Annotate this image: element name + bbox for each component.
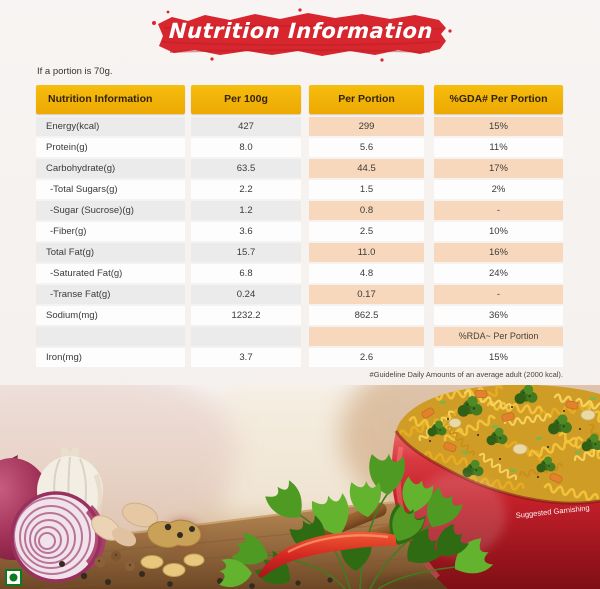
row-value-gda: 17% [434, 159, 563, 178]
table-header-row: Nutrition Information Per 100g Per Porti… [36, 85, 563, 114]
row-value-per_100g: 3.7 [191, 348, 301, 367]
row-label: -Saturated Fat(g) [36, 264, 185, 283]
row-value-per_100g: 1232.2 [191, 306, 301, 325]
row-value-per_portion: 5.6 [309, 138, 424, 157]
row-label: Total Fat(g) [36, 243, 185, 262]
red-onion-half [10, 491, 106, 583]
nutrition-table: Nutrition Information Per 100g Per Porti… [36, 85, 563, 367]
row-value-per_100g: 63.5 [191, 159, 301, 178]
row-value-per_100g: 2.2 [191, 180, 301, 199]
row-value-per_portion: 862.5 [309, 306, 424, 325]
table-row: Sodium(mg) 1232.2 862.5 36% [36, 306, 563, 325]
title-banner: Nutrition Information [150, 8, 452, 64]
veg-dot-icon [9, 573, 18, 582]
row-value-gda: - [434, 201, 563, 220]
noodles [396, 385, 600, 508]
row-value-per_portion: 44.5 [309, 159, 424, 178]
row-value-per_portion: 2.6 [309, 348, 424, 367]
row-value-per_portion: 11.0 [309, 243, 424, 262]
row-value-gda: 15% [434, 348, 563, 367]
row-label: -Total Sugars(g) [36, 180, 185, 199]
table-row: -Sugar (Sucrose)(g) 1.2 0.8- [36, 201, 563, 220]
row-value-per_portion: 4.8 [309, 264, 424, 283]
row-label: Carbohydrate(g) [36, 159, 185, 178]
row-label [36, 327, 185, 346]
row-value-gda: 36% [434, 306, 563, 325]
table-row: Protein(g) 8.0 5.6 11% [36, 138, 563, 157]
page-title: Nutrition Information [168, 19, 434, 43]
row-value-gda: 15% [434, 117, 563, 136]
row-value-per_portion: 0.8 [309, 201, 424, 220]
red-chili [258, 502, 445, 578]
row-value-per_portion [309, 327, 424, 346]
row-value-gda: 11% [434, 138, 563, 157]
row-label: Sodium(mg) [36, 306, 185, 325]
header-gda-per-portion: %GDA# Per Portion [434, 85, 563, 114]
row-value-per_portion: 2.5 [309, 222, 424, 241]
header-per-100g: Per 100g [191, 85, 301, 114]
row-value-gda: 2% [434, 180, 563, 199]
portion-note: If a portion is 70g. [37, 66, 113, 77]
row-value-per_100g: 1.2 [191, 201, 301, 220]
row-value-gda: 24% [434, 264, 563, 283]
header-per-portion: Per Portion [309, 85, 424, 114]
row-value-per_portion: 0.17 [309, 285, 424, 304]
row-value-gda: - [434, 285, 563, 304]
header-nutrition-information: Nutrition Information [36, 85, 185, 114]
table-body: Energy(kcal) 427 299 15% Protein(g) 8.0 5.6 11%… [36, 117, 563, 369]
row-value-gda: 16% [434, 243, 563, 262]
table-row: Carbohydrate(g) 63.5 44.5 17% [36, 159, 563, 178]
row-label: Energy(kcal) [36, 117, 185, 136]
row-value-per_100g: 8.0 [191, 138, 301, 157]
row-value-per_100g: 427 [191, 117, 301, 136]
row-value-gda: %RDA~ Per Portion [434, 327, 563, 346]
row-value-per_100g: 15.7 [191, 243, 301, 262]
row-value-gda: 10% [434, 222, 563, 241]
table-row: -Transe Fat(g) 0.24 0.17- [36, 285, 563, 304]
row-label: -Transe Fat(g) [36, 285, 185, 304]
row-value-per_100g: 3.6 [191, 222, 301, 241]
row-value-per_portion: 299 [309, 117, 424, 136]
food-photo: Suggested Garnishing [0, 385, 600, 589]
table-row: -Total Sugars(g) 2.2 1.5 2% [36, 180, 563, 199]
row-label: Protein(g) [36, 138, 185, 157]
row-value-per_portion: 1.5 [309, 180, 424, 199]
row-label: Iron(mg) [36, 348, 185, 367]
table-row: %RDA~ Per Portion [36, 327, 563, 346]
table-row: -Fiber(g) 3.6 2.5 10% [36, 222, 563, 241]
table-row: Total Fat(g) 15.7 11.0 16% [36, 243, 563, 262]
table-row: Iron(mg) 3.7 2.6 15% [36, 348, 563, 367]
row-value-per_100g: 0.24 [191, 285, 301, 304]
row-label: -Sugar (Sucrose)(g) [36, 201, 185, 220]
table-row: -Saturated Fat(g) 6.8 4.8 24% [36, 264, 563, 283]
garlic-cloves [91, 502, 158, 547]
brush-stroke [152, 8, 452, 62]
gda-footnote: #Guideline Daily Amounts of an average a… [369, 370, 563, 379]
row-label: -Fiber(g) [36, 222, 185, 241]
spice-buds [94, 551, 135, 571]
table-row: Energy(kcal) 427 299 15% [36, 117, 563, 136]
row-value-per_100g: 6.8 [191, 264, 301, 283]
peppercorns [59, 523, 333, 589]
veg-symbol [5, 569, 22, 586]
row-value-per_100g [191, 327, 301, 346]
